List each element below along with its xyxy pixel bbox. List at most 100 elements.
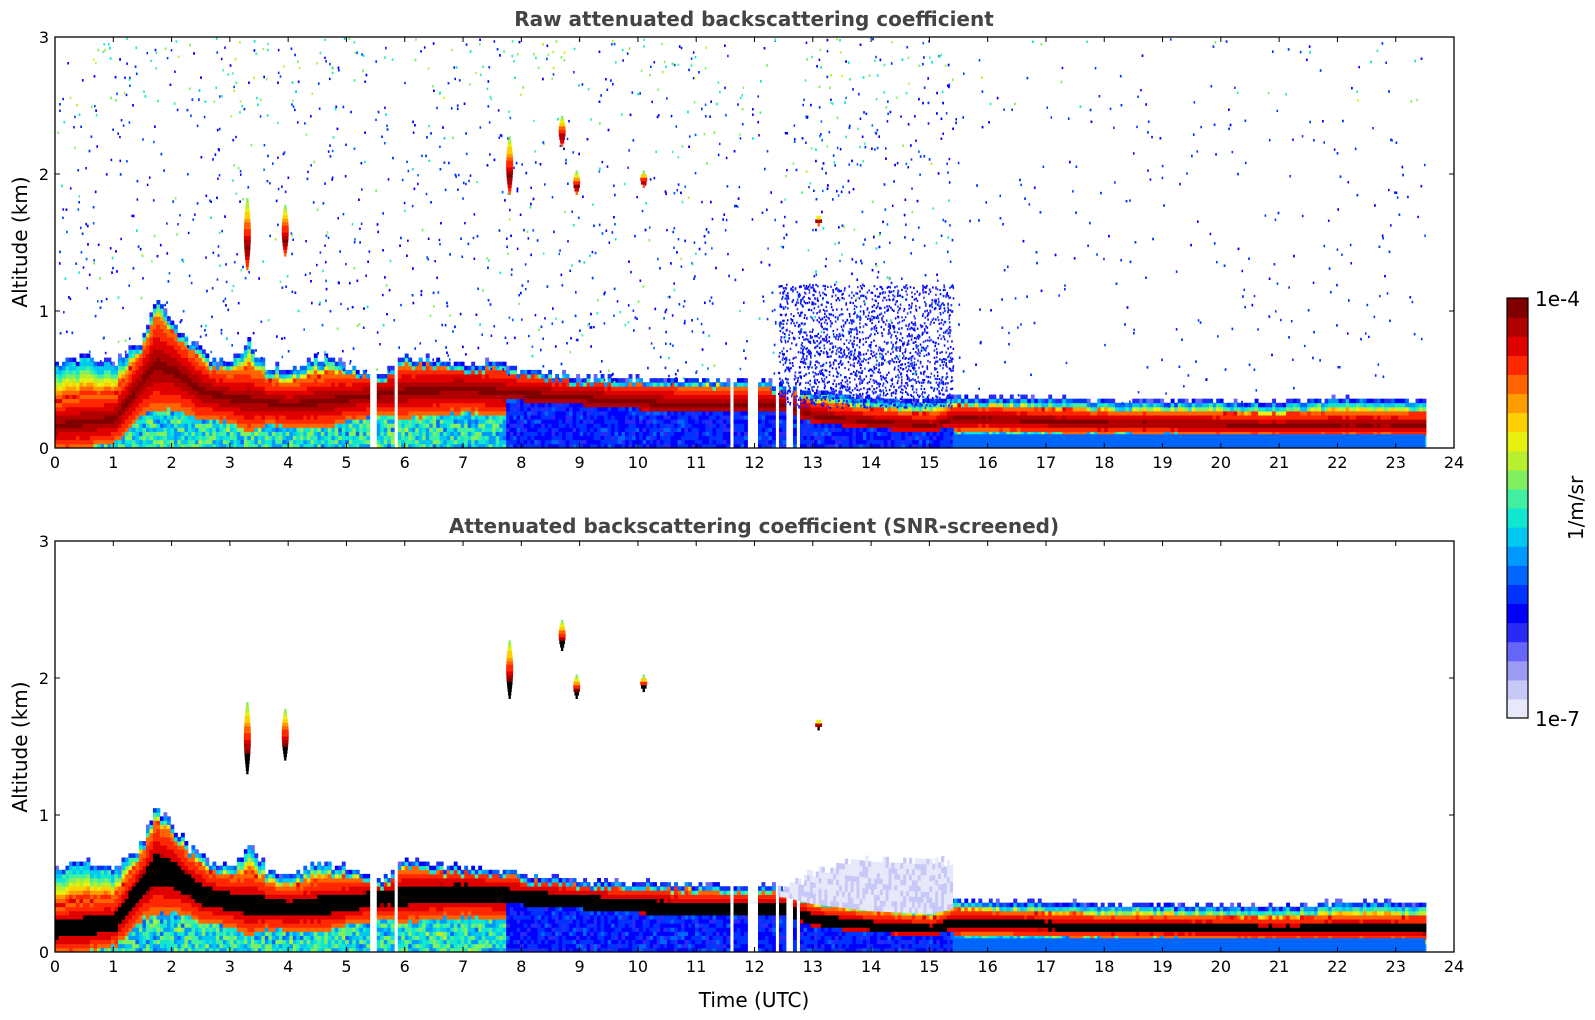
heatmap-cell [152, 320, 157, 326]
heatmap-cell [516, 398, 521, 404]
heatmap-cell [257, 382, 262, 387]
heatmap-cell [590, 390, 595, 395]
heatmap-cell [859, 431, 864, 437]
heatmap-cell [740, 423, 745, 428]
heatmap-cell [782, 415, 787, 420]
heatmap-cell [709, 394, 713, 400]
heatmap-cell [548, 431, 553, 437]
heatmap-cell [310, 386, 315, 391]
heatmap-cell [908, 411, 913, 416]
heatmap-cell [411, 443, 416, 448]
heatmap-cell [597, 398, 602, 404]
heatmap-cell [950, 435, 955, 441]
heatmap-cell [404, 369, 409, 375]
heatmap-cell [548, 423, 553, 428]
heatmap-cell [670, 386, 675, 391]
heatmap-cell [310, 390, 315, 395]
heatmap-cell [810, 439, 815, 445]
heatmap-cell [436, 369, 441, 375]
heatmap-cell [156, 369, 161, 375]
heatmap-cell [247, 427, 252, 432]
heatmap-cell [443, 443, 448, 448]
heatmap-cell [135, 369, 140, 375]
heatmap-cell [292, 427, 297, 432]
heatmap-cell [551, 431, 556, 437]
heatmap-cell [695, 402, 699, 408]
heatmap-cell [464, 390, 469, 395]
heatmap-cell [460, 390, 465, 395]
heatmap-cell [691, 431, 696, 437]
heatmap-cell [103, 402, 108, 408]
heatmap-cell [628, 402, 633, 408]
heatmap-cell [208, 415, 213, 420]
heatmap-cell [705, 423, 710, 428]
heatmap-cell [187, 345, 192, 350]
heatmap-cell [152, 332, 157, 338]
heatmap-cell [163, 353, 168, 358]
heatmap-cell [145, 332, 150, 338]
heatmap-cell [145, 378, 150, 383]
heatmap-cell [674, 378, 678, 383]
heatmap-cell [544, 378, 549, 383]
heatmap-cell [187, 394, 192, 400]
heatmap-cell [58, 374, 63, 379]
heatmap-cell [415, 369, 420, 375]
heatmap-cell [334, 411, 339, 416]
heatmap-cell [562, 435, 567, 441]
heatmap-cell [278, 439, 283, 445]
heatmap-cell [93, 394, 98, 400]
heatmap-cell [163, 394, 168, 400]
heatmap-cell [1006, 406, 1011, 412]
heatmap-cell [1023, 427, 1028, 432]
heatmap-cell [355, 406, 360, 412]
heatmap-cell [264, 398, 269, 404]
heatmap-cell [611, 419, 615, 424]
heatmap-cell [348, 427, 353, 432]
heatmap-cell [68, 439, 73, 445]
heatmap-cell [737, 415, 741, 420]
heatmap-cell [918, 431, 923, 437]
heatmap-cell [583, 378, 588, 383]
heatmap-cell [572, 423, 577, 428]
heatmap-cell [352, 398, 357, 404]
heatmap-cell [978, 415, 983, 420]
heatmap-cell [541, 386, 546, 391]
heatmap-cell [600, 411, 605, 416]
heatmap-cell [607, 378, 612, 383]
heatmap-cell [467, 374, 472, 379]
heatmap-cell [170, 337, 175, 342]
heatmap-cell [250, 402, 255, 408]
heatmap-cell [887, 431, 892, 437]
heatmap-cell [901, 415, 906, 420]
heatmap-cell [282, 423, 287, 428]
heatmap-cell [278, 443, 283, 448]
heatmap-cell [131, 378, 136, 383]
heatmap-cell [995, 406, 1000, 412]
heatmap-cell [925, 443, 930, 448]
heatmap-cell [583, 390, 588, 395]
heatmap-cell [541, 419, 546, 424]
heatmap-cell [348, 398, 353, 404]
heatmap-cell [590, 406, 595, 412]
heatmap-cell [597, 423, 602, 428]
heatmap-cell [103, 435, 108, 441]
heatmap-cell [366, 398, 371, 404]
heatmap-cell [740, 378, 745, 383]
heatmap-cell [390, 419, 395, 424]
heatmap-cell [264, 431, 269, 437]
heatmap-cell [117, 431, 122, 437]
heatmap-cell [841, 435, 846, 441]
heatmap-cell [404, 406, 409, 412]
heatmap-cell [180, 402, 185, 408]
heatmap-cell [215, 390, 220, 395]
heatmap-cell [1002, 415, 1007, 420]
heatmap-cell [530, 386, 535, 391]
heatmap-cell [233, 382, 238, 387]
heatmap-cell [422, 382, 427, 387]
heatmap-cell [803, 406, 808, 412]
heatmap-cell [254, 419, 259, 424]
heatmap-cell [869, 431, 874, 437]
heatmap-cell [593, 386, 598, 391]
heatmap-cell [859, 406, 864, 412]
heatmap-cell [135, 406, 140, 412]
